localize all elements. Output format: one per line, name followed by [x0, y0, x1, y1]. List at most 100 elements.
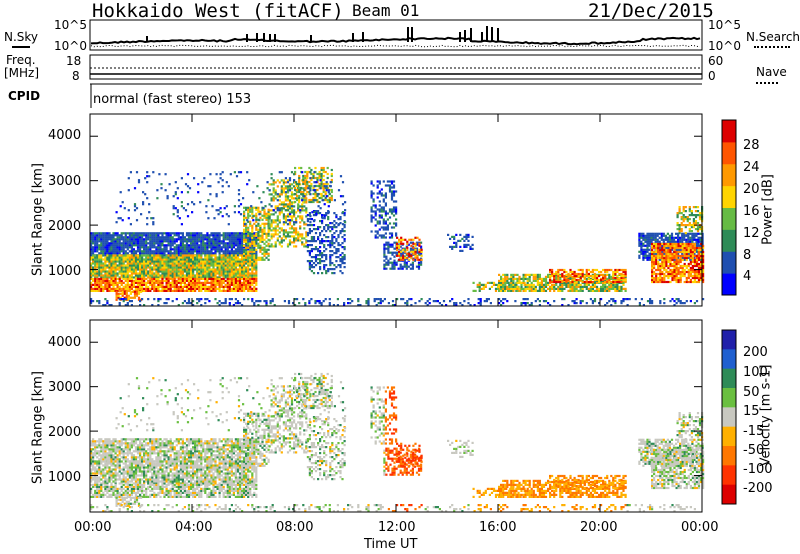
power-cell: [665, 256, 668, 260]
power-cell: [177, 289, 180, 292]
power-cell: [157, 258, 160, 261]
power-cell: [100, 279, 103, 282]
power-cell: [404, 250, 407, 253]
power-cell: [534, 279, 537, 282]
power-cell: [218, 272, 221, 275]
power-cell: [263, 214, 266, 217]
power-cell: [126, 248, 129, 251]
power-cell: [120, 262, 123, 265]
power-cell: [380, 234, 383, 237]
power-cell: [118, 254, 121, 257]
power-cell: [604, 287, 607, 290]
power-cell: [286, 191, 290, 194]
power-cell: [251, 232, 254, 235]
power-cell: [329, 240, 332, 243]
power-cell: [149, 268, 152, 271]
power-cell: [92, 260, 95, 263]
power-cell: [200, 250, 203, 253]
power-cell: [646, 244, 649, 247]
power-cell: [333, 272, 336, 275]
power-cell: [276, 205, 279, 208]
power-cell: [110, 258, 113, 261]
power-cell: [92, 250, 95, 253]
power-cell: [263, 226, 266, 229]
power-cell: [169, 232, 172, 235]
power-cell: [569, 277, 572, 280]
power-cell: [200, 264, 203, 267]
power-cell: [579, 287, 582, 290]
power-cell: [181, 274, 184, 277]
power-cell: [124, 279, 127, 282]
power-cell: [392, 208, 396, 211]
power-cell: [145, 248, 148, 251]
power-cell: [128, 258, 131, 261]
power-cell: [90, 287, 93, 290]
power-cell: [118, 279, 121, 282]
power-cell: [382, 218, 385, 221]
power-cell: [290, 231, 294, 234]
power-cell: [699, 250, 702, 253]
power-cell: [661, 266, 664, 270]
power-cell: [222, 277, 225, 280]
power-cell: [102, 258, 105, 261]
power-cell: [312, 238, 316, 241]
power-cell: [147, 232, 150, 235]
power-cell: [192, 283, 195, 286]
power-cell: [247, 276, 250, 279]
power-cell: [159, 285, 162, 288]
power-cell: [557, 270, 560, 274]
power-cell: [455, 241, 458, 244]
power-cell: [655, 276, 658, 280]
power-cell: [216, 279, 219, 282]
power-cell: [187, 279, 191, 282]
power-cell: [261, 252, 264, 255]
power-cell: [301, 233, 304, 236]
power-cell: [324, 196, 327, 200]
power-cell: [302, 182, 305, 186]
power-cell: [161, 242, 164, 245]
power-cell: [161, 254, 164, 257]
power-cell: [378, 204, 381, 207]
power-cell: [194, 283, 197, 286]
power-cell: [94, 254, 97, 257]
power-cell: [284, 181, 287, 184]
power-cell: [173, 260, 176, 263]
power-cell: [243, 283, 246, 286]
power-cell: [128, 283, 131, 286]
power-cell: [216, 250, 219, 253]
power-cell: [145, 262, 148, 265]
power-cell: [173, 272, 176, 275]
power-cell: [143, 250, 146, 253]
power-cell: [98, 285, 101, 288]
power-cell: [382, 194, 385, 197]
power-cell: [326, 182, 329, 186]
power-cell: [406, 256, 409, 259]
power-cell: [210, 258, 213, 261]
power-cell: [559, 268, 562, 272]
power-cell: [297, 231, 300, 234]
power-cell: [282, 229, 285, 232]
power-cell: [602, 281, 605, 284]
power-cell: [108, 287, 111, 290]
power-cell: [238, 281, 242, 284]
power-cell: [522, 289, 525, 292]
power-cell: [155, 254, 158, 257]
power-cell: [697, 242, 700, 245]
power-cell: [134, 250, 138, 253]
power-cell: [206, 254, 209, 257]
power-cell: [120, 242, 123, 245]
power-cell: [185, 254, 189, 257]
power-cell: [471, 243, 474, 246]
power-cell: [561, 287, 564, 290]
power-cell: [155, 274, 158, 277]
power-cell: [175, 281, 178, 284]
power-cell: [98, 277, 101, 280]
power-cell: [298, 180, 301, 184]
power-cell: [420, 241, 423, 244]
power-cell: [196, 287, 199, 290]
power-cell: [400, 240, 403, 243]
power-cell: [571, 272, 574, 276]
power-cell: [181, 266, 184, 269]
power-cell: [321, 252, 324, 255]
power-cell: [147, 272, 150, 275]
